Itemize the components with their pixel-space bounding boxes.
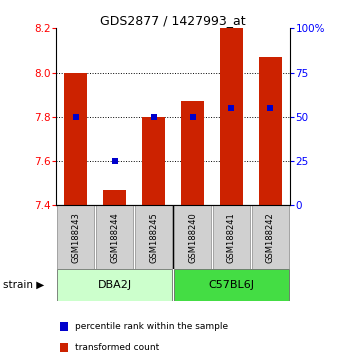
Point bbox=[112, 158, 117, 164]
Point bbox=[229, 105, 234, 111]
Bar bbox=[174, 205, 211, 269]
Bar bbox=[174, 269, 289, 301]
Bar bbox=[57, 269, 172, 301]
Point bbox=[73, 114, 78, 120]
Point bbox=[190, 114, 195, 120]
Bar bbox=[103, 190, 126, 205]
Text: percentile rank within the sample: percentile rank within the sample bbox=[75, 322, 228, 331]
Text: DBA2J: DBA2J bbox=[98, 280, 132, 290]
Text: transformed count: transformed count bbox=[75, 343, 159, 353]
Bar bbox=[252, 205, 289, 269]
Bar bbox=[181, 101, 204, 205]
Bar bbox=[96, 205, 133, 269]
Bar bbox=[220, 24, 243, 205]
Text: C57BL6J: C57BL6J bbox=[208, 280, 254, 290]
Point bbox=[268, 105, 273, 111]
Bar bbox=[57, 205, 94, 269]
Title: GDS2877 / 1427993_at: GDS2877 / 1427993_at bbox=[100, 14, 246, 27]
Text: GSM188241: GSM188241 bbox=[227, 212, 236, 263]
Text: GSM188245: GSM188245 bbox=[149, 212, 158, 263]
Bar bbox=[259, 57, 282, 205]
Bar bbox=[64, 73, 87, 205]
Bar bbox=[135, 205, 172, 269]
Bar bbox=[213, 205, 250, 269]
Point bbox=[151, 114, 156, 120]
Bar bbox=[142, 117, 165, 205]
Text: GSM188240: GSM188240 bbox=[188, 212, 197, 263]
Text: GSM188242: GSM188242 bbox=[266, 212, 275, 263]
Text: GSM188243: GSM188243 bbox=[71, 212, 80, 263]
Text: strain ▶: strain ▶ bbox=[3, 280, 45, 290]
Text: GSM188244: GSM188244 bbox=[110, 212, 119, 263]
